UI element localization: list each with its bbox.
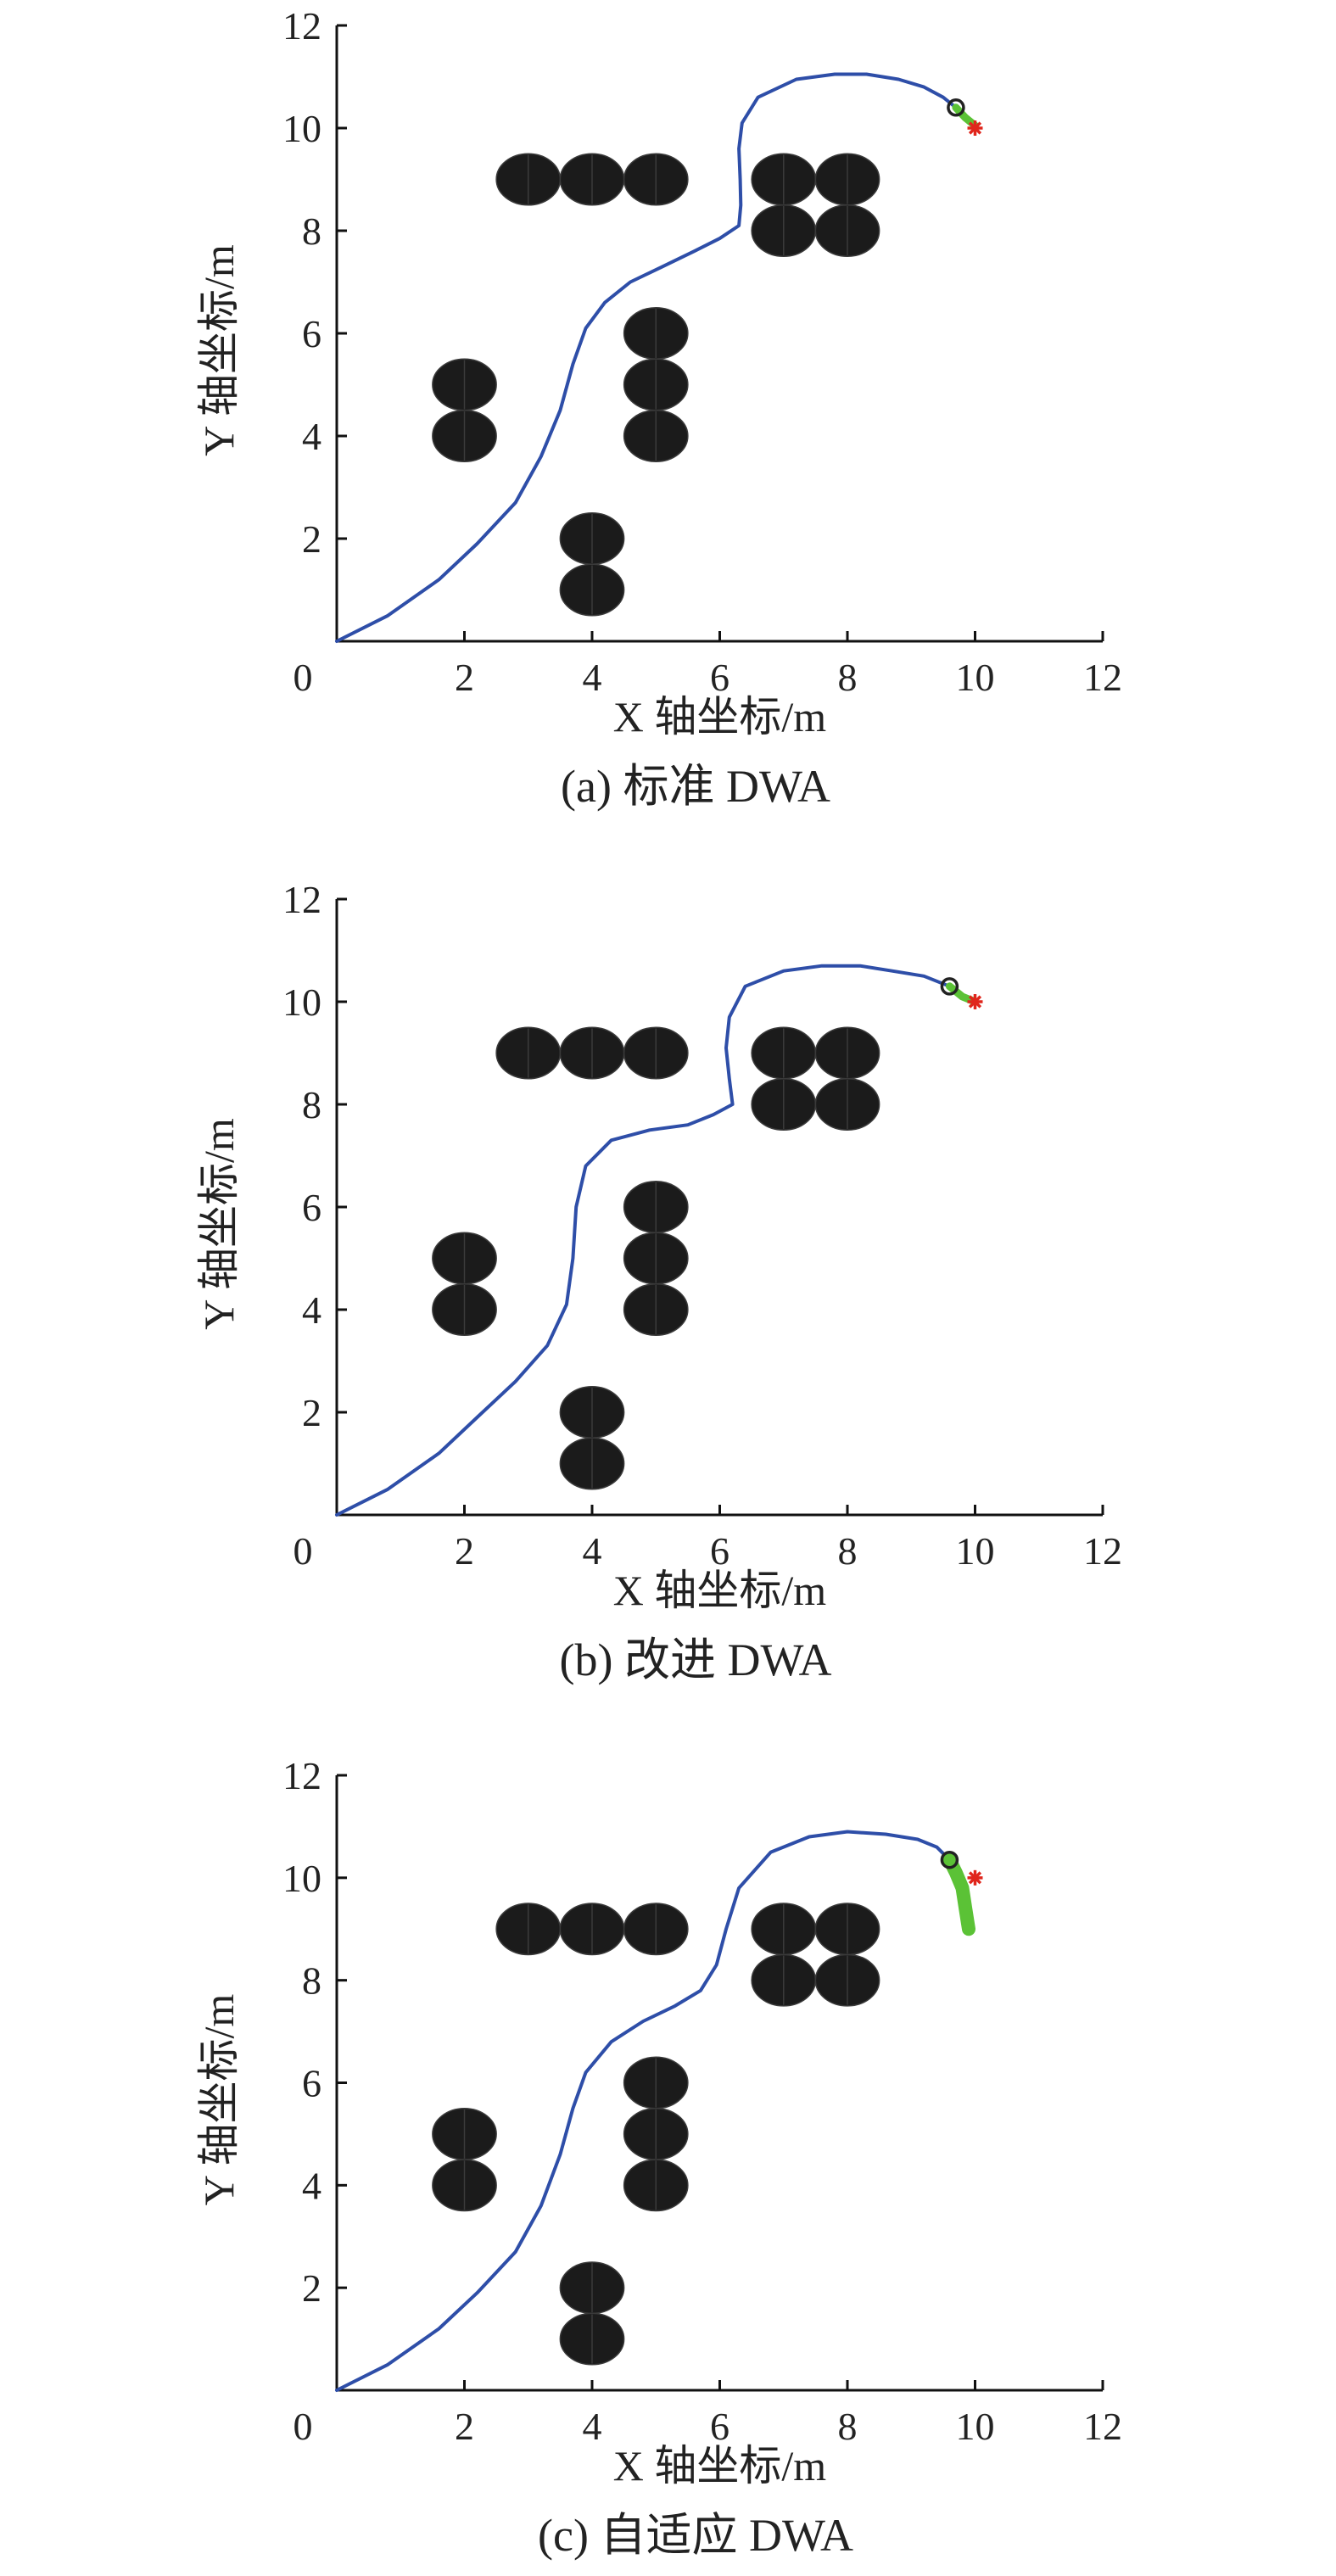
y-tick-label: 6: [302, 312, 321, 355]
predicted-trajectory: [942, 1852, 975, 1936]
x-tick-label: 10: [956, 656, 995, 699]
goal-marker: [967, 994, 983, 1009]
x-tick-label: 0: [293, 2405, 313, 2448]
x-axis-label: X 轴坐标/m: [613, 2442, 826, 2489]
x-tick-label: 10: [956, 1529, 995, 1573]
y-tick-label: 2: [302, 517, 321, 561]
y-tick-label: 4: [302, 1288, 321, 1332]
y-tick-label: 4: [302, 2164, 321, 2207]
y-axis-label: Y 轴坐标/m: [195, 244, 243, 456]
goal-marker: [967, 1869, 983, 1886]
x-axis-label: X 轴坐标/m: [613, 1567, 826, 1614]
x-tick-label: 0: [293, 1529, 313, 1573]
x-tick-label: 6: [710, 1529, 729, 1573]
y-tick-label: 8: [302, 210, 321, 253]
y-tick-label: 10: [282, 1857, 321, 1900]
x-tick-label: 4: [583, 2405, 602, 2448]
x-axis-label: X 轴坐标/m: [613, 693, 826, 740]
robot-marker: [940, 1850, 959, 1869]
x-tick-label: 2: [455, 1529, 474, 1573]
y-tick-label: 8: [302, 1083, 321, 1126]
x-tick-label: 4: [583, 656, 602, 699]
x-tick-label: 4: [583, 1529, 602, 1573]
robot-path: [335, 72, 958, 643]
x-tick-label: 12: [1083, 2405, 1122, 2448]
panel-caption: (c) 自适应 DWA: [538, 2510, 853, 2561]
y-tick-label: 8: [302, 1959, 321, 2003]
y-tick-label: 2: [302, 2266, 321, 2310]
y-tick-label: 6: [302, 1186, 321, 1229]
y-tick-label: 2: [302, 1391, 321, 1434]
robot-marker: [940, 977, 959, 996]
predicted-trajectory: [952, 103, 979, 130]
y-axis-label: Y 轴坐标/m: [195, 1994, 243, 2206]
y-tick-label: 12: [282, 1754, 321, 1797]
x-tick-label: 12: [1083, 1529, 1122, 1573]
y-tick-label: 10: [282, 981, 321, 1024]
panel-b: 0 2 4 6 8 10 12 2 4 6 8 10 12 X 轴坐标/m Y 轴坐标/m (b) 改进 DW…: [195, 878, 1122, 1685]
predicted-trajectory: [945, 982, 979, 1006]
x-tick-label: 6: [710, 2405, 729, 2448]
y-tick-label: 4: [302, 415, 321, 458]
panel-caption: (b) 改进 DWA: [560, 1634, 832, 1685]
x-tick-label: 8: [838, 1529, 858, 1573]
goal-marker: [967, 120, 983, 136]
x-tick-label: 10: [956, 2405, 995, 2448]
x-tick-label: 0: [293, 656, 313, 699]
y-tick-label: 12: [282, 878, 321, 921]
y-tick-label: 6: [302, 2062, 321, 2105]
robot-marker: [947, 98, 965, 117]
x-tick-label: 8: [838, 2405, 858, 2448]
x-tick-label: 8: [838, 656, 858, 699]
x-tick-label: 12: [1083, 656, 1122, 699]
panel-c: 0 2 4 6 8 10 12 2 4 6 8 10 12 X 轴坐标/m Y 轴坐标/m (c) 自适应 D…: [195, 1754, 1122, 2561]
y-axis-label: Y 轴坐标/m: [195, 1118, 243, 1330]
x-tick-label: 2: [455, 656, 474, 699]
panel-a: 0 2 4 6 8 10 12 2 4 6 8 10 12 X 轴坐标/m Y 轴坐标/m (a) 标准 DW…: [195, 4, 1122, 812]
y-tick-label: 12: [282, 4, 321, 47]
robot-path: [335, 964, 952, 1517]
x-tick-label: 6: [710, 656, 729, 699]
x-tick-label: 2: [455, 2405, 474, 2448]
robot-path: [335, 1830, 952, 2392]
y-tick-label: 10: [282, 107, 321, 150]
panel-caption: (a) 标准 DWA: [561, 761, 830, 812]
